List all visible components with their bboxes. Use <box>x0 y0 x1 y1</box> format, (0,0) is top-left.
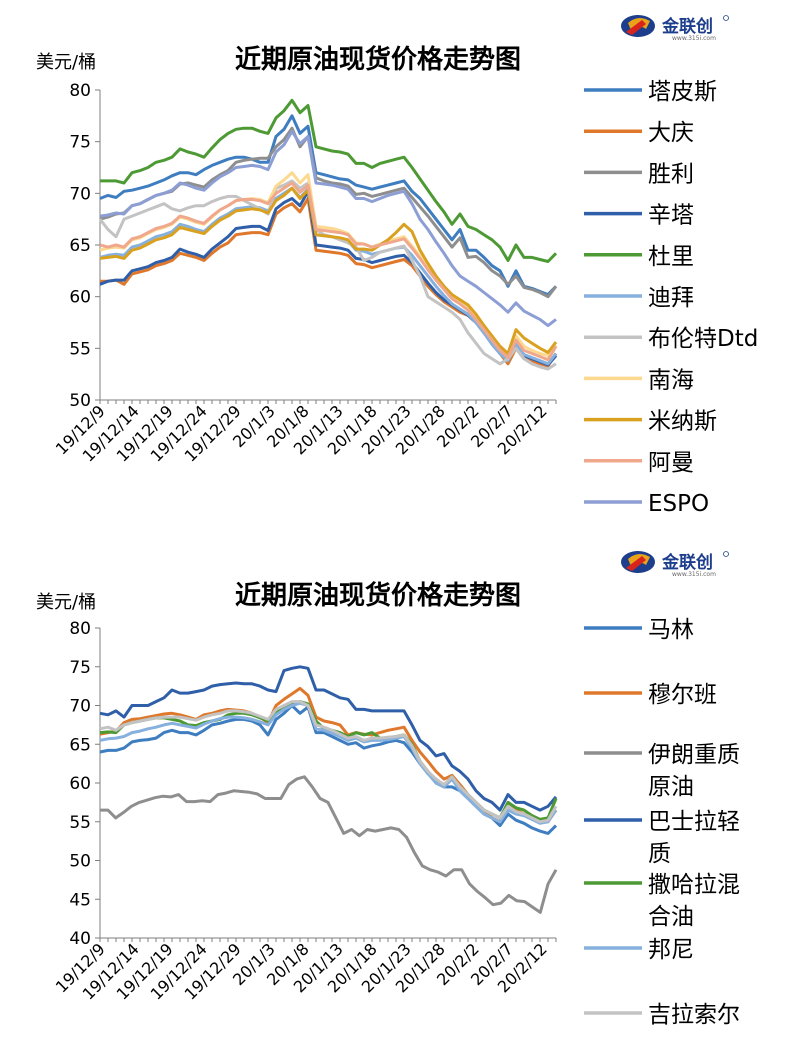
legend-item: 胜利 <box>584 161 694 187</box>
legend-item: 伊朗重质原油 <box>584 742 740 800</box>
series-line <box>99 181 558 362</box>
y-tick-label: 75 <box>69 133 91 153</box>
y-tick-label: 65 <box>69 735 91 755</box>
legend-label: 马林 <box>648 617 694 643</box>
legend-label: 塔皮斯 <box>648 79 717 105</box>
y-tick-label: 40 <box>69 929 91 949</box>
legend-label: 辛塔 <box>648 203 694 229</box>
legend-item: 南海 <box>584 367 694 393</box>
legend-label: 米纳斯 <box>648 409 717 435</box>
series-line <box>99 186 558 366</box>
legend-label: 吉拉索尔 <box>648 1002 740 1028</box>
series-line <box>99 186 558 355</box>
svg-text:金联创: 金联创 <box>661 16 713 37</box>
legend-item: 巴士拉轻质 <box>584 809 740 867</box>
legend-label: 伊朗重质原油 <box>648 742 740 800</box>
series-line <box>98 179 557 371</box>
legend-item: 米纳斯 <box>584 409 717 435</box>
legend-item: 大庆 <box>584 120 694 146</box>
y-tick-label: 50 <box>69 852 91 872</box>
legend-label: 迪拜 <box>648 285 694 311</box>
y-tick-label: 70 <box>69 184 91 204</box>
legend-label: 杜里 <box>648 244 694 270</box>
y-tick-label: 45 <box>69 890 91 910</box>
legend-label: 阿曼 <box>648 450 694 476</box>
y-tick-label: 80 <box>69 619 91 639</box>
legend-label: 邦尼 <box>648 937 694 963</box>
legend-item: ESPO <box>584 491 709 517</box>
series-line <box>100 98 558 263</box>
legend-label: 大庆 <box>648 120 694 146</box>
y-tick-label: 75 <box>69 658 91 678</box>
legend-item: 马林 <box>584 617 694 643</box>
legend-item: 塔皮斯 <box>584 79 717 105</box>
y-tick-label: 80 <box>69 81 91 101</box>
y-axis-unit: 美元/桶 <box>36 52 96 73</box>
series-line <box>99 700 558 824</box>
legend-item: 吉拉索尔 <box>584 1002 740 1028</box>
legend-item: 辛塔 <box>584 203 694 229</box>
legend-item: 撒哈拉混合油 <box>584 872 740 930</box>
legend-item: 杜里 <box>584 244 694 270</box>
series-line <box>100 775 558 914</box>
series-line <box>99 665 558 812</box>
series-line <box>99 129 557 328</box>
svg-text:www.315i.com: www.315i.com <box>672 35 716 42</box>
legend-item: 穆尔班 <box>584 682 717 708</box>
svg-text:金联创: 金联创 <box>661 552 713 573</box>
chart-title: 近期原油现货价格走势图 <box>235 44 521 75</box>
series-line <box>99 126 558 299</box>
legend-label: 穆尔班 <box>648 682 717 708</box>
legend-item: 布伦特Dtd <box>584 326 758 352</box>
chart-panel-bottom: 近期原油现货价格走势图 美元/桶 金联创 www.315i.com 40 45 50 55 60… <box>0 528 792 1056</box>
legend-label: 布伦特Dtd <box>648 326 758 352</box>
legend-label: ESPO <box>648 491 709 517</box>
y-tick-label: 55 <box>69 339 91 359</box>
y-tick-label: 65 <box>69 236 91 256</box>
legend-item: 迪拜 <box>584 285 694 311</box>
chart-title: 近期原油现货价格走势图 <box>235 580 521 611</box>
y-tick-label: 55 <box>69 813 91 833</box>
y-tick-label: 70 <box>69 697 91 717</box>
y-tick-label: 60 <box>69 774 91 794</box>
series-line <box>99 701 558 825</box>
legend-item: 阿曼 <box>584 450 694 476</box>
series-line <box>99 114 558 297</box>
legend-item: 邦尼 <box>584 937 694 963</box>
legend-label: 巴士拉轻质 <box>648 809 740 867</box>
chart-panel-top: 近期原油现货价格走势图 美元/桶 金联创 www.315i.com 50 55 60 65 70… <box>36 15 758 517</box>
legend-label: 南海 <box>648 367 694 393</box>
legend-label: 胜利 <box>648 161 694 187</box>
svg-text:www.315i.com: www.315i.com <box>672 571 716 578</box>
y-tick-label: 50 <box>69 391 91 411</box>
y-axis-unit: 美元/桶 <box>36 592 96 613</box>
legend-label: 撒哈拉混合油 <box>648 872 740 930</box>
y-tick-label: 60 <box>69 288 91 308</box>
